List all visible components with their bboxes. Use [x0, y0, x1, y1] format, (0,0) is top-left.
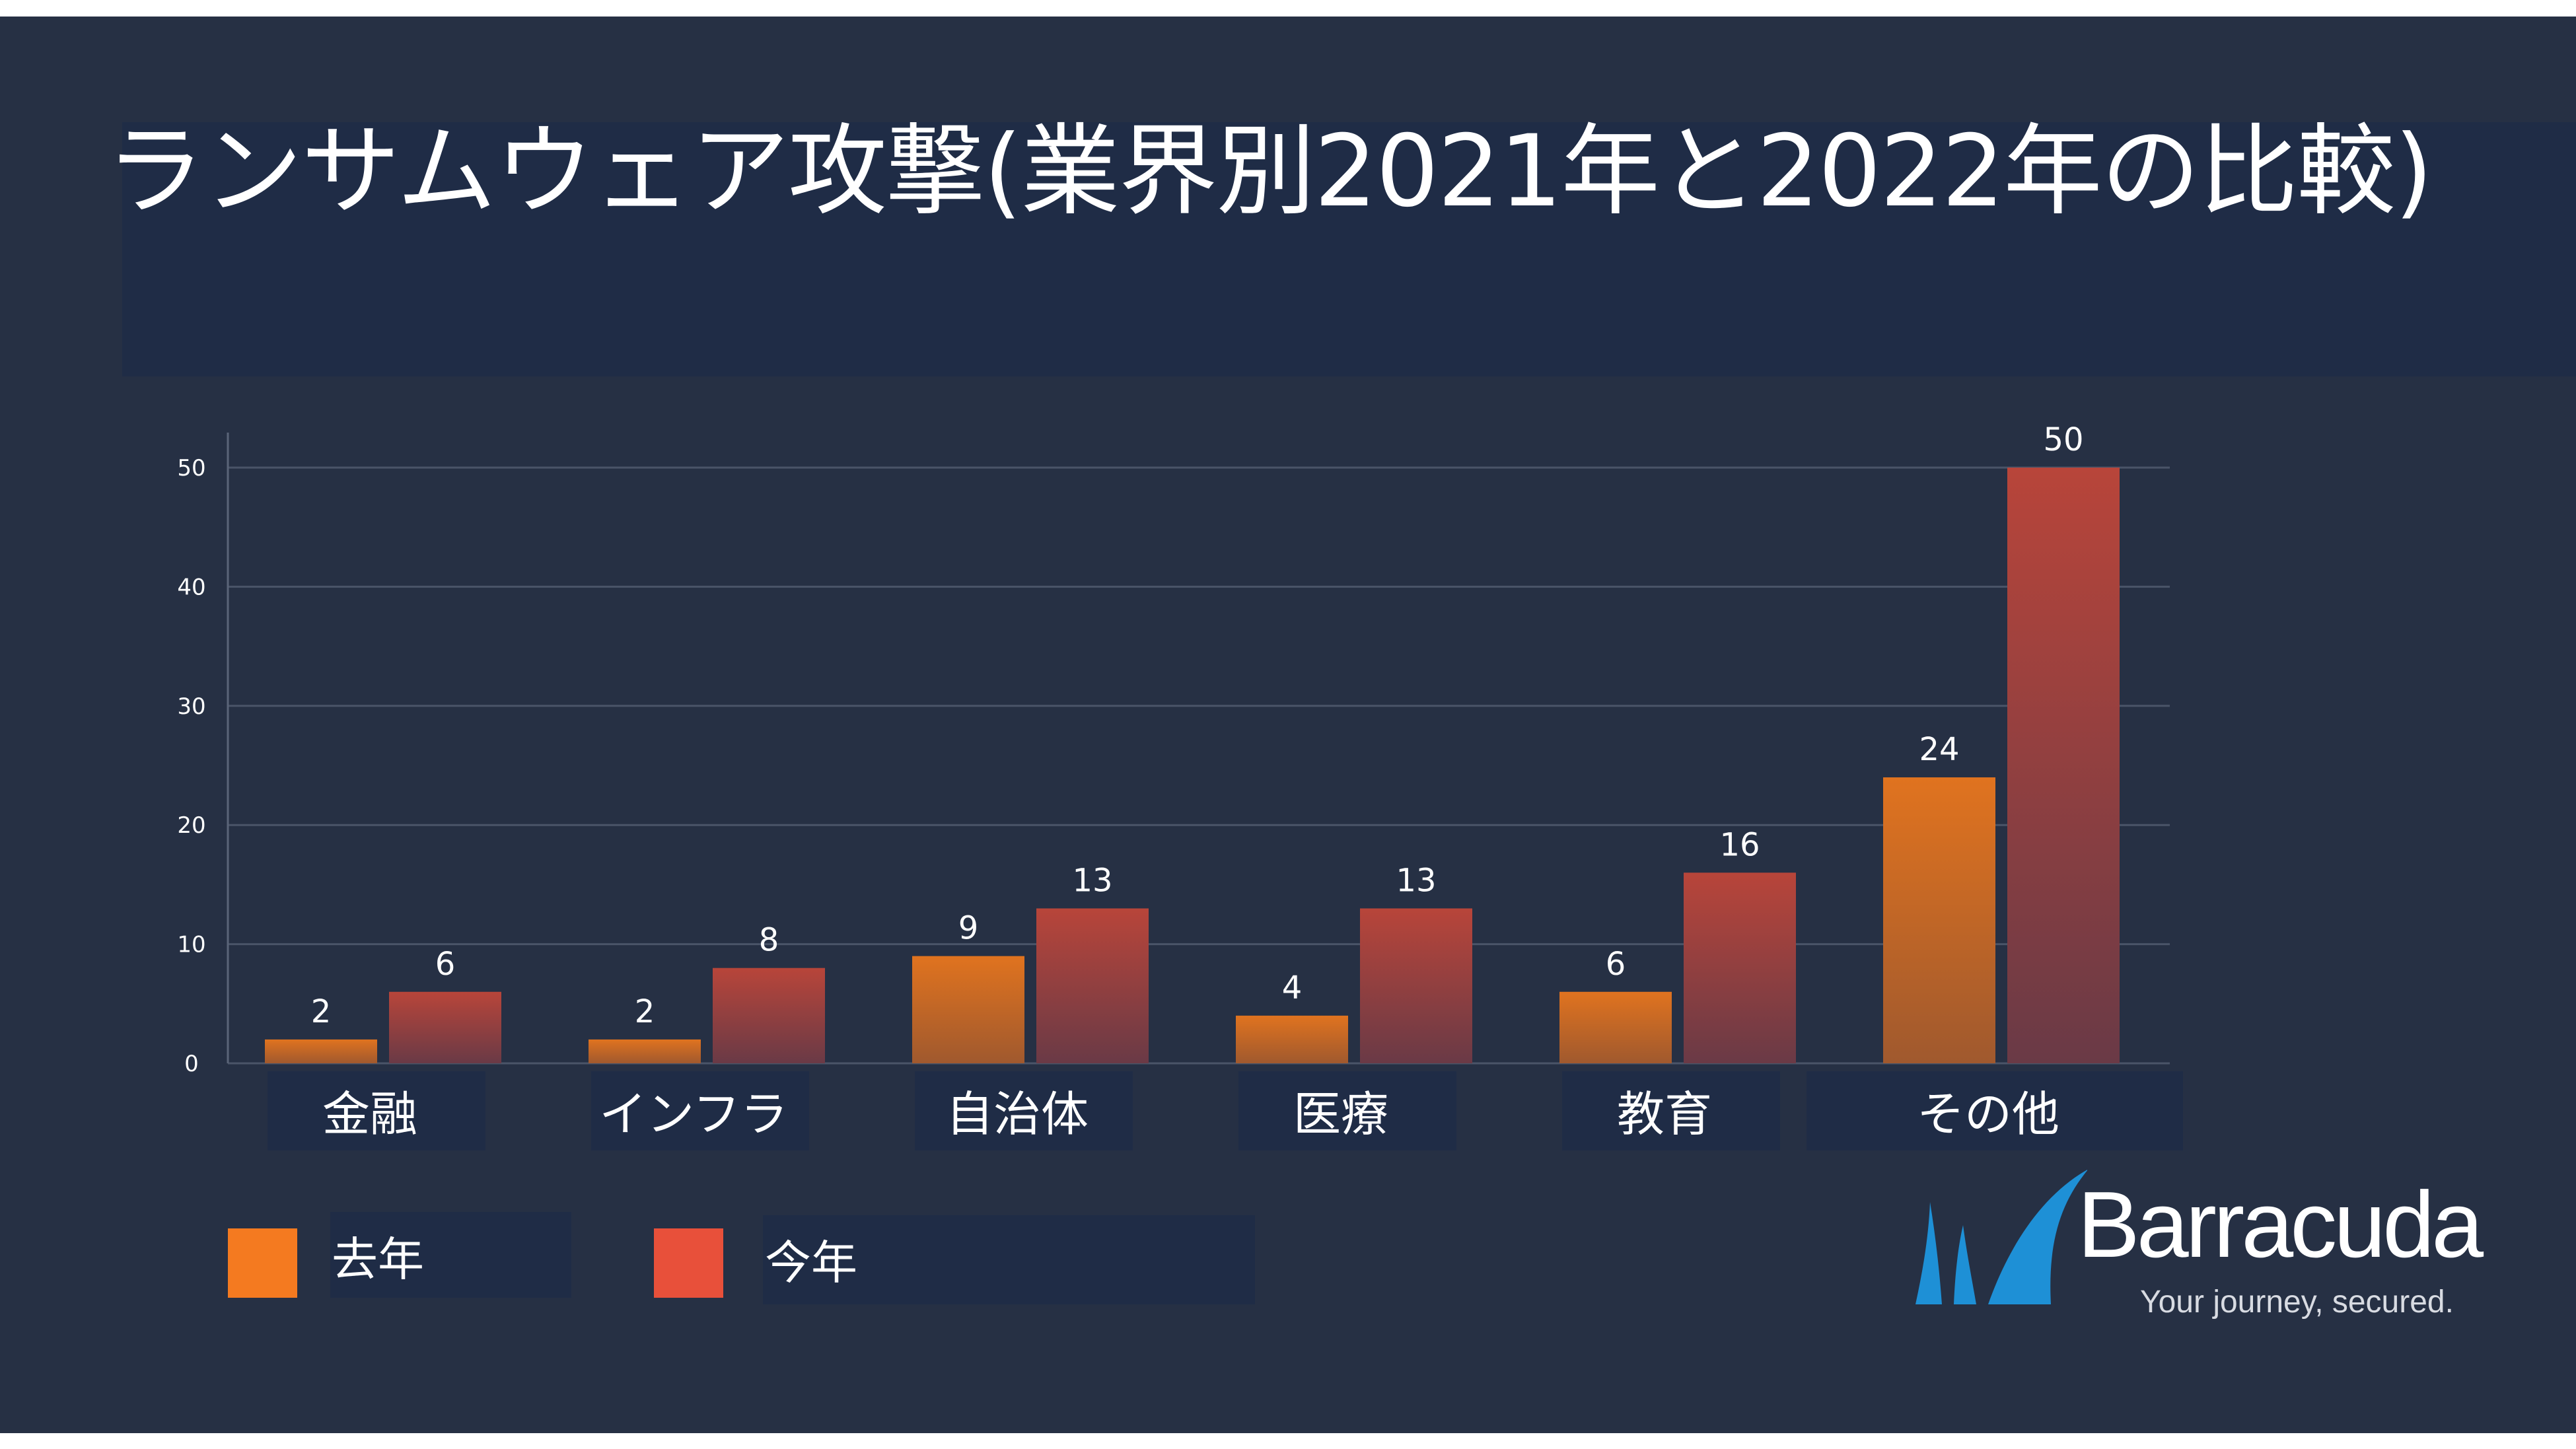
bar-this-year: [1036, 908, 1149, 1063]
barracuda-fin-icon: [1915, 1170, 2087, 1304]
data-label: 4: [1282, 970, 1303, 1007]
bar-last-year: [1883, 777, 1995, 1063]
legend-swatch-this-year: [654, 1228, 723, 1298]
bar-last-year: [265, 1039, 377, 1063]
barracuda-logo: Barracuda Your journey, secured.: [1915, 1169, 2510, 1361]
category-labels: 金融 インフラ 自治体 医療 教育 その他: [322, 1086, 2059, 1142]
data-label: 24: [1919, 731, 1959, 768]
category-label: 医療: [1293, 1086, 1388, 1142]
data-labels: 2 6 2 8 9 13 4 13 6 16 24 50: [311, 421, 2084, 1030]
brand-tagline: Your journey, secured.: [2140, 1285, 2454, 1320]
y-tick-labels: 0 10 20 30 40 50: [177, 455, 205, 1077]
category-label-boxes: [268, 1071, 2183, 1150]
category-label: インフラ: [599, 1086, 788, 1142]
category-label: 自治体: [946, 1086, 1089, 1142]
data-label: 8: [759, 922, 779, 959]
data-label: 2: [635, 993, 655, 1030]
y-tick-label: 20: [177, 812, 205, 839]
data-label: 6: [435, 946, 456, 983]
bars: [265, 468, 2120, 1063]
data-label: 9: [958, 910, 979, 947]
legend-band-this-year: [763, 1215, 1255, 1304]
bar-last-year: [912, 956, 1024, 1063]
legend-label-this-year: 今年: [765, 1236, 857, 1290]
title-band: [122, 122, 2576, 376]
category-label-box: [268, 1071, 485, 1150]
bar-this-year: [389, 991, 501, 1063]
y-tick-label: 50: [177, 455, 205, 481]
legend-label-last-year: 去年: [332, 1232, 424, 1287]
bar-this-year: [1684, 872, 1796, 1063]
legend-band-last-year: [330, 1212, 571, 1298]
brand-name: Barracuda: [2077, 1172, 2484, 1277]
legend-swatch-last-year: [228, 1228, 297, 1298]
bar-this-year: [1360, 908, 1472, 1063]
data-label: 50: [2043, 421, 2083, 458]
bar-this-year: [2007, 468, 2120, 1063]
y-tick-label: 0: [184, 1051, 199, 1077]
data-label: 2: [311, 993, 332, 1030]
bar-last-year: [1236, 1015, 1348, 1063]
category-label-box: [591, 1071, 809, 1150]
category-label-box: [915, 1071, 1133, 1150]
data-label: 13: [1396, 862, 1436, 899]
bar-this-year: [713, 968, 825, 1063]
category-label-box: [1238, 1071, 1456, 1150]
gridlines: [227, 433, 2170, 1065]
data-label: 13: [1072, 862, 1112, 899]
y-tick-label: 10: [177, 932, 205, 958]
y-tick-label: 30: [177, 693, 205, 720]
y-tick-label: 40: [177, 574, 205, 600]
category-label: 教育: [1617, 1086, 1712, 1142]
data-label: 16: [1719, 826, 1760, 863]
category-label-box: [1807, 1071, 2183, 1150]
bar-last-year: [1559, 991, 1672, 1063]
chart-title: ランサムウェア攻撃(業界別2021年と2022年の比較): [106, 114, 2433, 229]
category-label: 金融: [322, 1086, 417, 1142]
bar-last-year: [589, 1039, 701, 1063]
category-label: その他: [1917, 1086, 2059, 1142]
category-label-box: [1562, 1071, 1780, 1150]
data-label: 6: [1606, 946, 1626, 983]
